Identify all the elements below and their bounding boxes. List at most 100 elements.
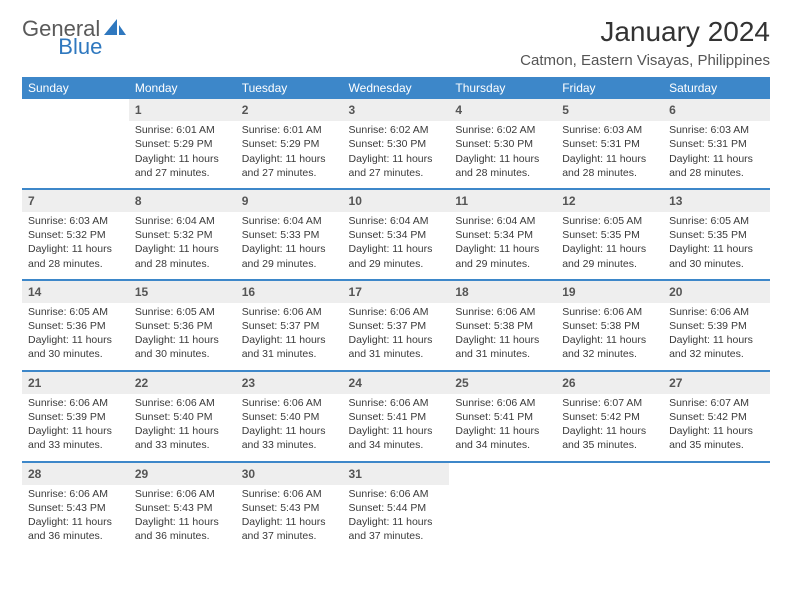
sunset-text: Sunset: 5:35 PM	[562, 228, 657, 242]
day-cell: Sunrise: 6:04 AMSunset: 5:33 PMDaylight:…	[236, 212, 343, 280]
weekday-header: Thursday	[449, 77, 556, 99]
day-number: 16	[236, 280, 343, 303]
sunset-text: Sunset: 5:36 PM	[135, 319, 230, 333]
daylight-text: Daylight: 11 hours	[242, 152, 337, 166]
daylight-text: and 33 minutes.	[135, 438, 230, 452]
daylight-text: and 27 minutes.	[349, 166, 444, 180]
day-cell: Sunrise: 6:05 AMSunset: 5:36 PMDaylight:…	[129, 303, 236, 371]
daylight-text: and 32 minutes.	[669, 347, 764, 361]
daylight-text: Daylight: 11 hours	[669, 333, 764, 347]
day-number: 31	[343, 462, 450, 485]
sunrise-text: Sunrise: 6:02 AM	[349, 123, 444, 137]
sunset-text: Sunset: 5:33 PM	[242, 228, 337, 242]
day-number: 11	[449, 189, 556, 212]
location-label: Catmon, Eastern Visayas, Philippines	[520, 52, 770, 69]
sunset-text: Sunset: 5:35 PM	[669, 228, 764, 242]
daylight-text: and 29 minutes.	[455, 257, 550, 271]
sunrise-text: Sunrise: 6:04 AM	[349, 214, 444, 228]
day-cell: Sunrise: 6:05 AMSunset: 5:35 PMDaylight:…	[556, 212, 663, 280]
sunrise-text: Sunrise: 6:03 AM	[28, 214, 123, 228]
daylight-text: and 37 minutes.	[242, 529, 337, 543]
sunrise-text: Sunrise: 6:06 AM	[242, 305, 337, 319]
day-number: 9	[236, 189, 343, 212]
sunset-text: Sunset: 5:38 PM	[562, 319, 657, 333]
sunrise-text: Sunrise: 6:02 AM	[455, 123, 550, 137]
day-cell: Sunrise: 6:06 AMSunset: 5:37 PMDaylight:…	[343, 303, 450, 371]
sunset-text: Sunset: 5:32 PM	[135, 228, 230, 242]
sunset-text: Sunset: 5:29 PM	[135, 137, 230, 151]
sunset-text: Sunset: 5:43 PM	[28, 501, 123, 515]
daylight-text: and 27 minutes.	[242, 166, 337, 180]
sunset-text: Sunset: 5:40 PM	[242, 410, 337, 424]
daylight-text: Daylight: 11 hours	[455, 333, 550, 347]
logo-sail-icon	[104, 18, 126, 41]
daylight-text: Daylight: 11 hours	[349, 242, 444, 256]
day-cell: Sunrise: 6:04 AMSunset: 5:32 PMDaylight:…	[129, 212, 236, 280]
day-cell: Sunrise: 6:06 AMSunset: 5:40 PMDaylight:…	[129, 394, 236, 462]
day-number-row: 21222324252627	[22, 371, 770, 394]
day-number: 24	[343, 371, 450, 394]
day-number: 25	[449, 371, 556, 394]
sunrise-text: Sunrise: 6:06 AM	[135, 487, 230, 501]
daylight-text: Daylight: 11 hours	[242, 515, 337, 529]
daylight-text: and 36 minutes.	[28, 529, 123, 543]
sunset-text: Sunset: 5:37 PM	[242, 319, 337, 333]
daylight-text: Daylight: 11 hours	[669, 152, 764, 166]
daylight-text: and 27 minutes.	[135, 166, 230, 180]
day-content-row: Sunrise: 6:03 AMSunset: 5:32 PMDaylight:…	[22, 212, 770, 280]
sunrise-text: Sunrise: 6:06 AM	[242, 487, 337, 501]
day-number: 23	[236, 371, 343, 394]
sunset-text: Sunset: 5:41 PM	[349, 410, 444, 424]
day-number: 6	[663, 99, 770, 121]
daylight-text: Daylight: 11 hours	[562, 242, 657, 256]
day-number-row: 78910111213	[22, 189, 770, 212]
sunset-text: Sunset: 5:40 PM	[135, 410, 230, 424]
daylight-text: Daylight: 11 hours	[135, 242, 230, 256]
daylight-text: Daylight: 11 hours	[242, 242, 337, 256]
daylight-text: Daylight: 11 hours	[242, 333, 337, 347]
calendar-body: 123456Sunrise: 6:01 AMSunset: 5:29 PMDay…	[22, 99, 770, 551]
sunrise-text: Sunrise: 6:06 AM	[562, 305, 657, 319]
day-number	[663, 462, 770, 485]
day-cell: Sunrise: 6:06 AMSunset: 5:38 PMDaylight:…	[556, 303, 663, 371]
sunset-text: Sunset: 5:31 PM	[562, 137, 657, 151]
daylight-text: Daylight: 11 hours	[669, 242, 764, 256]
daylight-text: and 32 minutes.	[562, 347, 657, 361]
sunrise-text: Sunrise: 6:06 AM	[455, 396, 550, 410]
daylight-text: and 28 minutes.	[135, 257, 230, 271]
day-number: 19	[556, 280, 663, 303]
daylight-text: and 34 minutes.	[349, 438, 444, 452]
day-content-row: Sunrise: 6:06 AMSunset: 5:39 PMDaylight:…	[22, 394, 770, 462]
day-cell: Sunrise: 6:05 AMSunset: 5:35 PMDaylight:…	[663, 212, 770, 280]
daylight-text: Daylight: 11 hours	[28, 424, 123, 438]
day-cell: Sunrise: 6:01 AMSunset: 5:29 PMDaylight:…	[236, 121, 343, 189]
sunrise-text: Sunrise: 6:07 AM	[562, 396, 657, 410]
day-cell: Sunrise: 6:07 AMSunset: 5:42 PMDaylight:…	[663, 394, 770, 462]
day-cell: Sunrise: 6:06 AMSunset: 5:38 PMDaylight:…	[449, 303, 556, 371]
daylight-text: Daylight: 11 hours	[28, 333, 123, 347]
daylight-text: and 29 minutes.	[242, 257, 337, 271]
day-number	[449, 462, 556, 485]
daylight-text: Daylight: 11 hours	[242, 424, 337, 438]
day-number-row: 14151617181920	[22, 280, 770, 303]
weekday-header: Friday	[556, 77, 663, 99]
day-number: 28	[22, 462, 129, 485]
daylight-text: and 34 minutes.	[455, 438, 550, 452]
day-number-row: 123456	[22, 99, 770, 121]
sunset-text: Sunset: 5:43 PM	[135, 501, 230, 515]
daylight-text: and 31 minutes.	[242, 347, 337, 361]
day-number: 26	[556, 371, 663, 394]
sunset-text: Sunset: 5:30 PM	[455, 137, 550, 151]
day-cell: Sunrise: 6:06 AMSunset: 5:37 PMDaylight:…	[236, 303, 343, 371]
sunrise-text: Sunrise: 6:06 AM	[455, 305, 550, 319]
day-number: 15	[129, 280, 236, 303]
day-number: 3	[343, 99, 450, 121]
sunset-text: Sunset: 5:32 PM	[28, 228, 123, 242]
day-cell: Sunrise: 6:03 AMSunset: 5:31 PMDaylight:…	[556, 121, 663, 189]
day-cell: Sunrise: 6:06 AMSunset: 5:39 PMDaylight:…	[663, 303, 770, 371]
sunset-text: Sunset: 5:42 PM	[562, 410, 657, 424]
weekday-header: Wednesday	[343, 77, 450, 99]
daylight-text: and 35 minutes.	[562, 438, 657, 452]
daylight-text: Daylight: 11 hours	[562, 152, 657, 166]
weekday-header-row: Sunday Monday Tuesday Wednesday Thursday…	[22, 77, 770, 99]
